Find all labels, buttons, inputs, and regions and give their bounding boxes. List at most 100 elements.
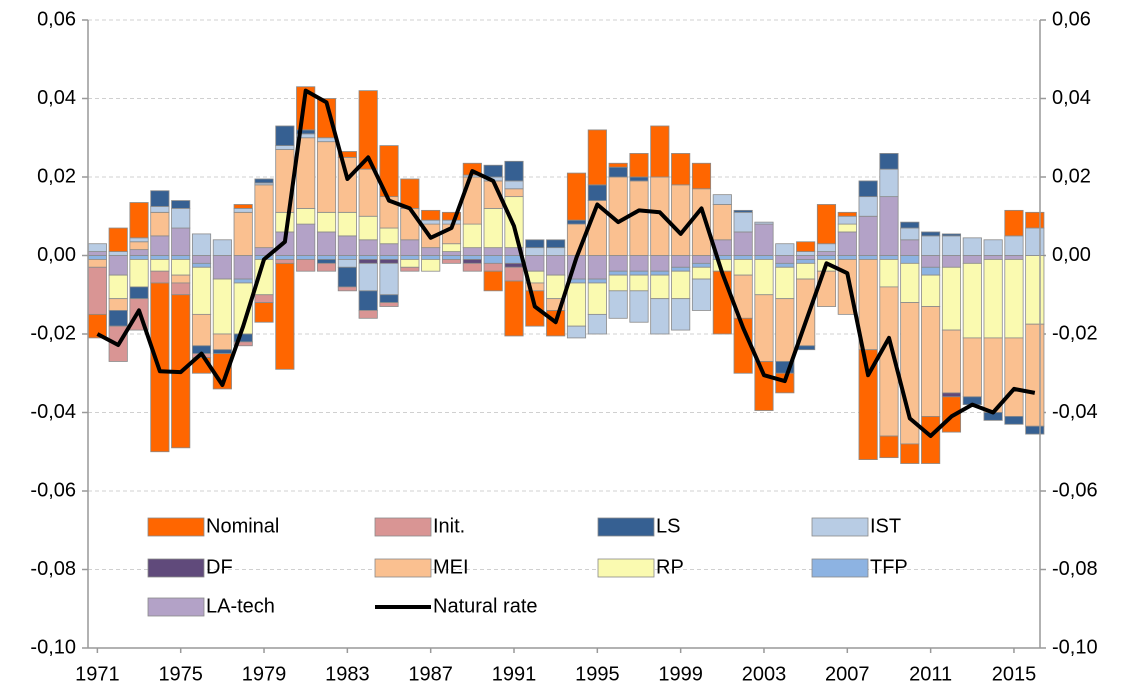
bar-segment (171, 255, 191, 260)
bar-segment (941, 392, 962, 398)
bar-segment (1004, 337, 1024, 417)
bar-segment (608, 274, 628, 292)
y2-tick-label: 0,06 (1052, 8, 1091, 30)
bar-segment (754, 259, 774, 296)
bar-segment (337, 266, 357, 288)
bar-segment (441, 259, 462, 264)
bar-segment (87, 243, 107, 252)
bar-segment (254, 302, 274, 323)
bar-segment (525, 247, 545, 256)
bar-segment (900, 443, 920, 464)
bar-segment (233, 207, 253, 213)
bar-segment (87, 266, 107, 315)
bar-segment (671, 153, 691, 186)
bar-segment (379, 294, 399, 303)
bar-segment (358, 168, 378, 217)
legend-label: DF (206, 556, 233, 578)
bar-segment (400, 266, 420, 272)
bar-segment (275, 259, 295, 264)
legend-label: TFP (870, 556, 908, 578)
bar-segment (775, 243, 795, 256)
bar-segment (858, 349, 878, 461)
y2-tick-label: -0,08 (1052, 558, 1098, 580)
bar-segment (837, 215, 857, 225)
bar-segment (358, 290, 378, 311)
bar-segment (462, 255, 482, 260)
bar-segment (650, 298, 670, 335)
bar-segment (275, 262, 295, 370)
bar-segment (275, 125, 295, 146)
bar-segment (921, 274, 941, 307)
legend-swatch (374, 558, 432, 578)
bar-segment (629, 290, 649, 323)
bar-segment (337, 255, 357, 260)
bar-segment (566, 325, 587, 339)
bar-segment (233, 204, 253, 209)
bar-segment (671, 270, 691, 300)
bar-segment (191, 266, 212, 315)
y2-tick-label: -0,04 (1052, 401, 1098, 423)
legend-swatch (147, 558, 205, 578)
x-tick-label: 1995 (575, 663, 620, 685)
bar-segment (775, 266, 795, 300)
bar-segment (358, 255, 378, 260)
bar-segment (483, 207, 503, 249)
bar-segment (421, 209, 441, 221)
bar-segment (254, 184, 274, 249)
bar-segment (337, 156, 357, 213)
bar-segment (879, 255, 899, 260)
legend-label: Natural rate (433, 595, 538, 617)
bar-segment (462, 262, 482, 272)
bar-segment (775, 255, 795, 264)
bar-segment (1025, 255, 1045, 325)
x-tick-label: 1991 (492, 663, 537, 685)
bar-segment (421, 247, 441, 256)
bar-segment (316, 255, 337, 260)
bar-segment (108, 227, 128, 252)
bar-segment (921, 306, 941, 417)
bar-segment (504, 262, 524, 268)
bar-segment (733, 259, 753, 276)
bar-segment (441, 243, 462, 252)
bar-segment (546, 239, 566, 249)
bar-segment (650, 255, 670, 272)
bar-segment (504, 188, 524, 198)
bar-segment (504, 266, 524, 282)
bar-segment (921, 255, 941, 268)
bar-segment (1004, 416, 1024, 425)
bar-segment (566, 219, 587, 225)
bar-segment (254, 178, 274, 184)
bar-segment (525, 255, 545, 272)
y-tick-label: 0,02 (37, 165, 76, 187)
bar-segment (483, 270, 503, 292)
bar-segment (358, 259, 378, 264)
bar-segment (650, 270, 670, 276)
legend-label: LA-tech (206, 595, 275, 617)
bar-segment (1025, 425, 1045, 435)
bar-segment (587, 255, 607, 280)
bar-segment (150, 255, 170, 260)
bar-segment (754, 221, 774, 225)
bar-segment (316, 231, 337, 256)
bar-segment (921, 416, 941, 464)
bar-segment (796, 345, 816, 351)
legend-swatch (811, 517, 869, 537)
bar-segment (691, 255, 712, 264)
bar-segment (733, 211, 753, 233)
bar-segment (1004, 259, 1024, 339)
bar-segment (962, 262, 982, 339)
legend-label: Init. (433, 515, 465, 537)
bar-segment (171, 200, 191, 209)
x-tick-label: 2011 (909, 663, 952, 685)
bar-segment (879, 435, 899, 459)
legend-swatch (811, 558, 869, 578)
bar-segment (358, 90, 378, 170)
bar-segment (462, 223, 482, 249)
bar-segment (400, 259, 420, 268)
bar-segment (754, 361, 774, 411)
bar-segment (379, 227, 399, 245)
bar-segment (421, 255, 441, 260)
bar-segment (879, 196, 899, 256)
bar-segment (587, 184, 607, 201)
bar-segment (108, 251, 128, 256)
